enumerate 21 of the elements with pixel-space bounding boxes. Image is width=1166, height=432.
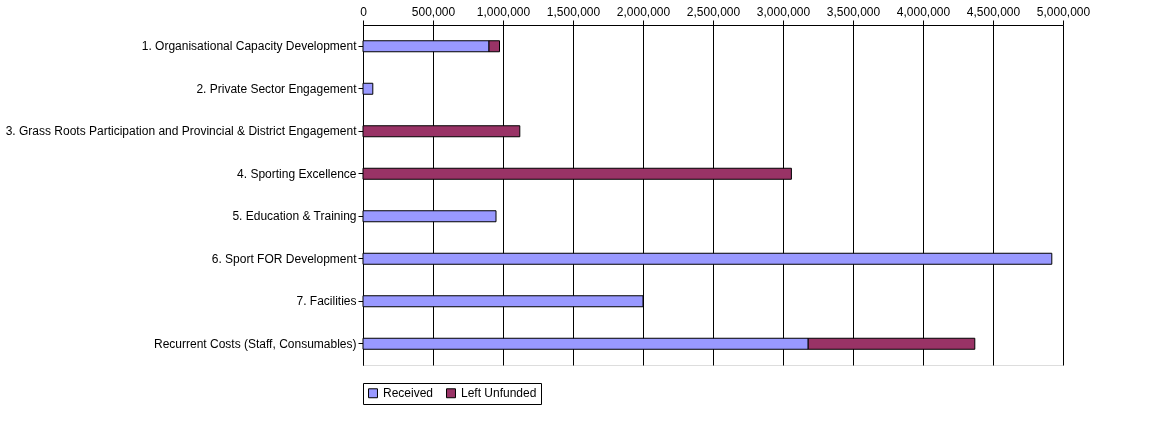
x-tick-label: 500,000: [411, 4, 456, 19]
legend-label: Received: [383, 386, 434, 401]
x-tick-label: 1,500,000: [546, 4, 601, 19]
y-tick-label: 5. Education & Training: [232, 209, 357, 224]
legend-label: Left Unfunded: [461, 386, 537, 401]
x-tick-label: 3,500,000: [826, 4, 881, 19]
x-tick-label: 2,500,000: [686, 4, 741, 19]
x-tick-label: 1,000,000: [476, 4, 531, 19]
x-tick-label: 3,000,000: [756, 4, 811, 19]
y-tick-label: 4. Sporting Excellence: [237, 166, 357, 181]
x-tick-label: 4,000,000: [896, 4, 951, 19]
y-tick-label: 3. Grass Roots Participation and Provincial & District Engagement: [5, 124, 358, 139]
y-tick-label: 1. Organisational Capacity Development: [141, 39, 358, 54]
x-tick-label: 2,000,000: [616, 4, 671, 19]
x-tick-label: 5,000,000: [1036, 4, 1091, 19]
y-tick-label: Recurrent Costs (Staff, Consumables): [153, 336, 357, 351]
y-tick-label: 7. Facilities: [296, 294, 357, 309]
x-tick-label: 0: [360, 4, 368, 19]
y-tick-label: 2. Private Sector Engagement: [196, 81, 358, 96]
x-tick-label: 4,500,000: [966, 4, 1021, 19]
y-tick-label: 6. Sport FOR Development: [211, 251, 358, 266]
